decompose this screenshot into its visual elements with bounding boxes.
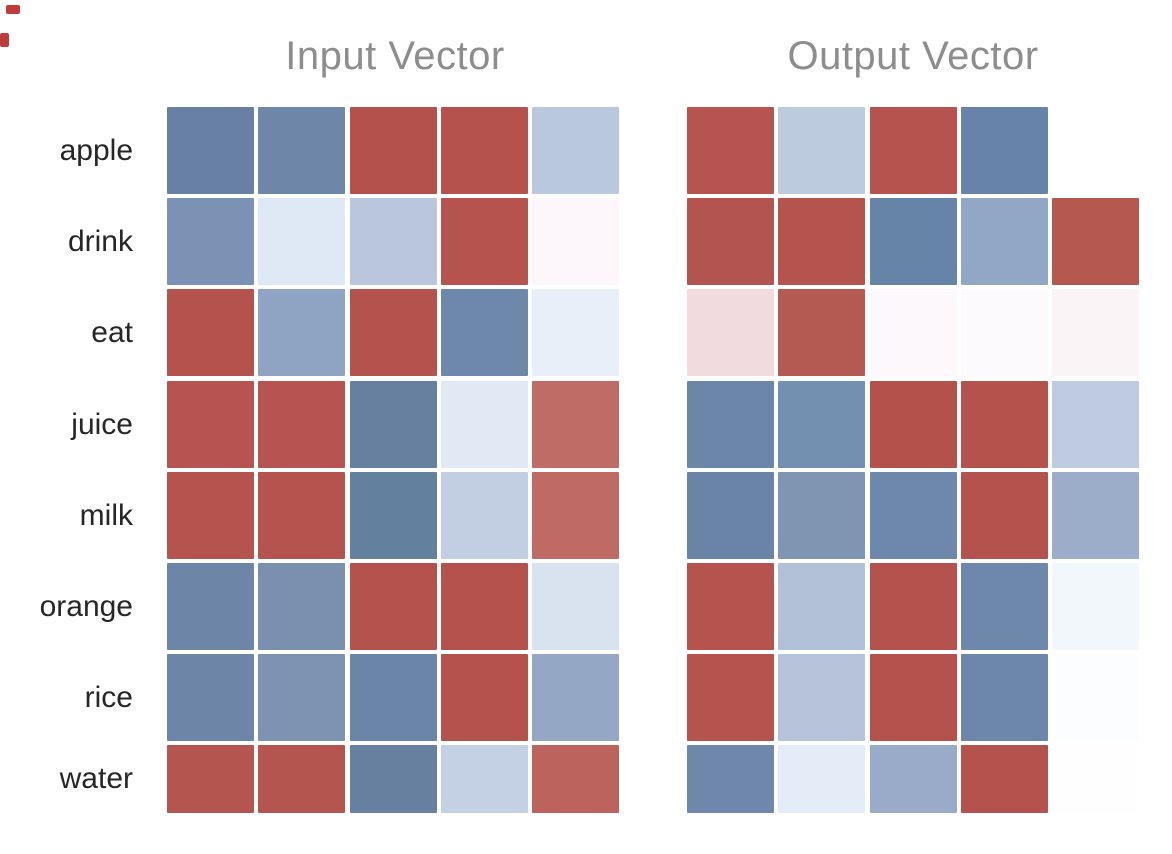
heatmap-cell [258,381,345,468]
heatmap-cell [961,381,1048,468]
heatmap-cell [532,289,619,376]
heatmap-cell [532,745,619,813]
heatmap-cell [687,107,774,194]
heatmap-cell [441,654,528,741]
heatmap-cell [167,472,254,559]
heatmap-cell [350,563,437,650]
heatmap-cell [441,107,528,194]
heatmap-cell [350,654,437,741]
heatmap-cell [532,472,619,559]
heatmap-cell [532,654,619,741]
heatmap-cell [441,289,528,376]
row-label-juice: juice [71,407,133,441]
heatmap-cell [778,654,865,741]
heatmap-cell [350,472,437,559]
heatmap-cell [870,289,957,376]
heatmap-cell [687,198,774,285]
heatmap-cell [350,381,437,468]
heatmap-cell [961,107,1048,194]
heatmap-cell [1052,654,1139,741]
row-label-rice: rice [84,680,133,714]
heatmap-cell [350,745,437,813]
heatmap-cell [961,198,1048,285]
row-label-milk: milk [79,498,133,532]
heatmap-cell [258,745,345,813]
heatmap-cell [532,198,619,285]
row-label-eat: eat [91,315,133,349]
row-label-drink: drink [67,224,133,258]
heatmap-cell [870,107,957,194]
heatmap-cell [1052,745,1139,813]
heatmap-cell [961,289,1048,376]
heatmap-cell [258,107,345,194]
heatmap-cell [870,654,957,741]
heatmap-cell [961,654,1048,741]
heatmap-cell [167,289,254,376]
heatmap-cell [778,289,865,376]
heatmap-cell [687,563,774,650]
heatmap-cell [258,198,345,285]
heatmap-cell [532,563,619,650]
heatmap-cell [1052,563,1139,650]
heatmap-cell [1052,289,1139,376]
heatmap-cell [687,381,774,468]
heatmap-cell [1052,381,1139,468]
heatmap-cell [1052,198,1139,285]
heatmap-cell [870,472,957,559]
row-label-apple: apple [59,133,133,167]
output-vector-title: Output Vector [787,34,1039,78]
heatmap-cell [778,563,865,650]
red-artifact-mark-1 [6,5,20,14]
heatmap-cell [441,381,528,468]
heatmap-cell [167,107,254,194]
heatmap-cell [258,472,345,559]
heatmap-cell [258,289,345,376]
heatmap-cell [870,381,957,468]
heatmap-cell [167,654,254,741]
heatmap-cell [778,107,865,194]
heatmap-cell [778,745,865,813]
row-label-orange: orange [39,589,133,623]
heatmap-cell [687,745,774,813]
heatmap-cell [961,472,1048,559]
heatmap-cell [687,289,774,376]
heatmap-cell [778,381,865,468]
heatmap-cell [870,563,957,650]
heatmap-cell [441,745,528,813]
heatmap-cell [441,198,528,285]
row-label-water: water [59,762,133,795]
heatmap-cell [167,563,254,650]
heatmap-cell [1052,472,1139,559]
heatmap-cell [441,563,528,650]
heatmap-cell [870,198,957,285]
heatmap-cell [167,381,254,468]
heatmap-cell [350,198,437,285]
heatmap-cell [441,472,528,559]
heatmap-cell [258,563,345,650]
heatmap-cell [961,745,1048,813]
heatmap-cell [778,198,865,285]
heatmap-cell [687,472,774,559]
input-vector-title: Input Vector [285,34,505,78]
red-artifact-mark-2 [0,33,9,47]
heatmap-cell [350,289,437,376]
heatmap-cell [1052,107,1139,194]
heatmap-cell [961,563,1048,650]
heatmap-cell [167,745,254,813]
heatmap-cell [350,107,437,194]
heatmap-cell [532,381,619,468]
heatmap-cell [167,198,254,285]
heatmap-cell [778,472,865,559]
heatmap-cell [687,654,774,741]
heatmap-cell [532,107,619,194]
heatmap-cell [870,745,957,813]
heatmap-cell [258,654,345,741]
